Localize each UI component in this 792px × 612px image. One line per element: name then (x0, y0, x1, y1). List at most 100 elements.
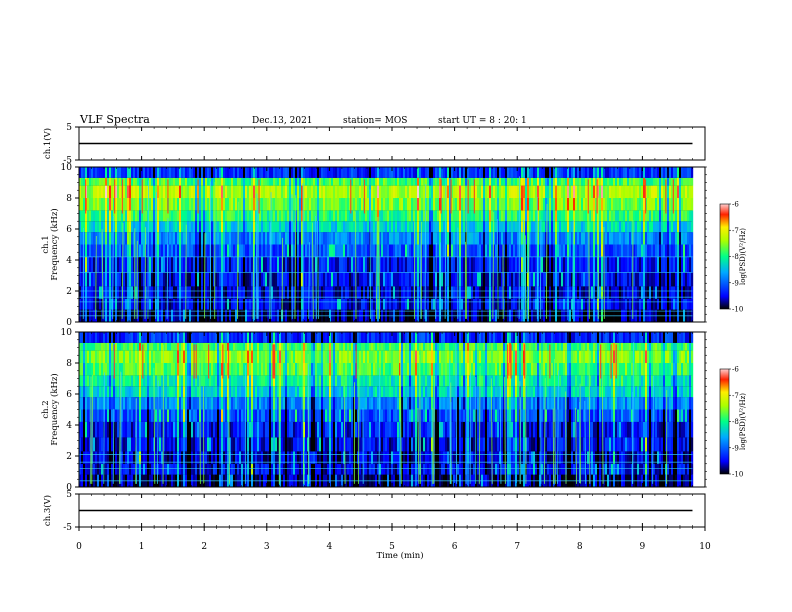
spectrogram-cell (315, 185, 318, 198)
spectrogram-cell (517, 298, 520, 310)
spectrogram-cell (99, 256, 102, 273)
spectrogram-cell (355, 185, 358, 198)
spectrogram-cell (147, 342, 150, 351)
spectrogram-cell (653, 167, 656, 178)
spectrogram-cell (329, 298, 332, 310)
spectrogram-cell (179, 221, 182, 233)
spectrogram-cell (187, 232, 190, 245)
spectrogram-cell (687, 198, 690, 211)
spectrogram-cell (631, 256, 634, 273)
spectrogram-column (287, 167, 290, 322)
spectrogram-cell (243, 221, 246, 233)
spectrogram-cell (101, 332, 104, 343)
spectrogram-cell (387, 298, 390, 310)
spectrogram-cell (673, 298, 676, 310)
spectrogram-cell (637, 286, 640, 299)
spectrogram-cell (339, 177, 342, 186)
spectrogram-cell (117, 375, 120, 387)
spectrogram-cell (475, 177, 478, 186)
spectrogram-cell (81, 232, 84, 245)
spectrogram-cell (443, 298, 446, 310)
spectrogram-cell (163, 332, 166, 343)
spectrogram-cell (259, 256, 262, 273)
spectrogram-cell (205, 177, 208, 186)
spectrogram-cell (151, 421, 154, 438)
spectrogram-cell (397, 286, 400, 299)
spectrogram-cell (129, 350, 132, 363)
spectrogram-cell (439, 210, 442, 222)
spectrogram-cell (653, 221, 656, 233)
spectrogram-cell (485, 272, 488, 287)
spectrogram-cell (325, 286, 328, 299)
sferic-streak (316, 221, 319, 319)
spectrogram-cell (99, 363, 102, 376)
spectrogram-cell (149, 332, 152, 343)
spectrogram-cell (325, 256, 328, 273)
spectrogram-cell (367, 244, 370, 257)
spectrogram-cell (113, 244, 116, 257)
spectrogram-cell (361, 244, 364, 257)
spectrogram-cell (121, 386, 124, 398)
spectrogram-cell (319, 221, 322, 233)
spectrogram-cell (671, 221, 674, 233)
spectrogram-cell (197, 221, 200, 233)
spectrogram-cell (359, 185, 362, 198)
spectrogram-cell (263, 177, 266, 186)
spectrogram-cell (463, 298, 466, 310)
spectrogram-cell (655, 286, 658, 299)
spectrogram-cell (567, 272, 570, 287)
spectrogram-cell (265, 244, 268, 257)
spectrogram-cell (299, 286, 302, 299)
spectrogram-column (475, 167, 478, 322)
spectrogram-cell (679, 244, 682, 257)
spectrogram-cell (141, 397, 144, 410)
spectrogram-cell (591, 210, 594, 222)
spectrogram-cell (137, 210, 140, 222)
spectrogram-cell (513, 198, 516, 211)
spectrogram-cell (119, 298, 122, 310)
spectrogram-cell (267, 272, 270, 287)
spectrogram-cell (323, 177, 326, 186)
spectrogram-column (651, 167, 654, 322)
spectrogram-cell (113, 332, 116, 343)
spectrogram-column (433, 167, 436, 322)
spectrogram-cell (221, 298, 224, 310)
spectrogram-cell (495, 298, 498, 310)
spectrogram-cell (313, 210, 316, 222)
spectrogram-cell (145, 177, 148, 186)
spectrogram-cell (377, 272, 380, 287)
spectrogram-cell (669, 198, 672, 211)
spectrogram-cell (211, 298, 214, 310)
spectrogram-cell (441, 256, 444, 273)
spectrogram-cell (159, 451, 162, 464)
spectrogram-cell (653, 210, 656, 222)
spectrogram-cell (93, 397, 96, 410)
spectrogram-cell (279, 177, 282, 186)
spectrogram-cell (229, 256, 232, 273)
spectrogram-cell (123, 451, 126, 464)
spectrogram-cell (447, 221, 450, 233)
spectrogram-cell (429, 298, 432, 310)
spectrogram-cell (321, 167, 324, 178)
spectrogram-cell (131, 244, 134, 257)
spectrogram-cell (345, 232, 348, 245)
spectrogram-cell (343, 272, 346, 287)
spectrogram-cell (203, 185, 206, 198)
spectrogram-cell (345, 272, 348, 287)
spectrogram-cell (179, 232, 182, 245)
spectrogram-cell (645, 221, 648, 233)
spectrogram-cell (233, 210, 236, 222)
spectrogram-cell (665, 286, 668, 299)
spectrogram-cell (235, 177, 238, 186)
spectrogram-cell (463, 177, 466, 186)
spectrogram-cell (487, 298, 490, 310)
spectrogram-cell (85, 421, 88, 438)
spectrogram-cell (527, 272, 530, 287)
spectrogram-cell (477, 232, 480, 245)
spectrogram-column (95, 332, 98, 487)
spectrogram-cell (559, 221, 562, 233)
spectrogram-cell (333, 210, 336, 222)
spectrogram-cell (551, 185, 554, 198)
spectrogram-cell (651, 298, 654, 310)
spectrogram-cell (505, 185, 508, 198)
